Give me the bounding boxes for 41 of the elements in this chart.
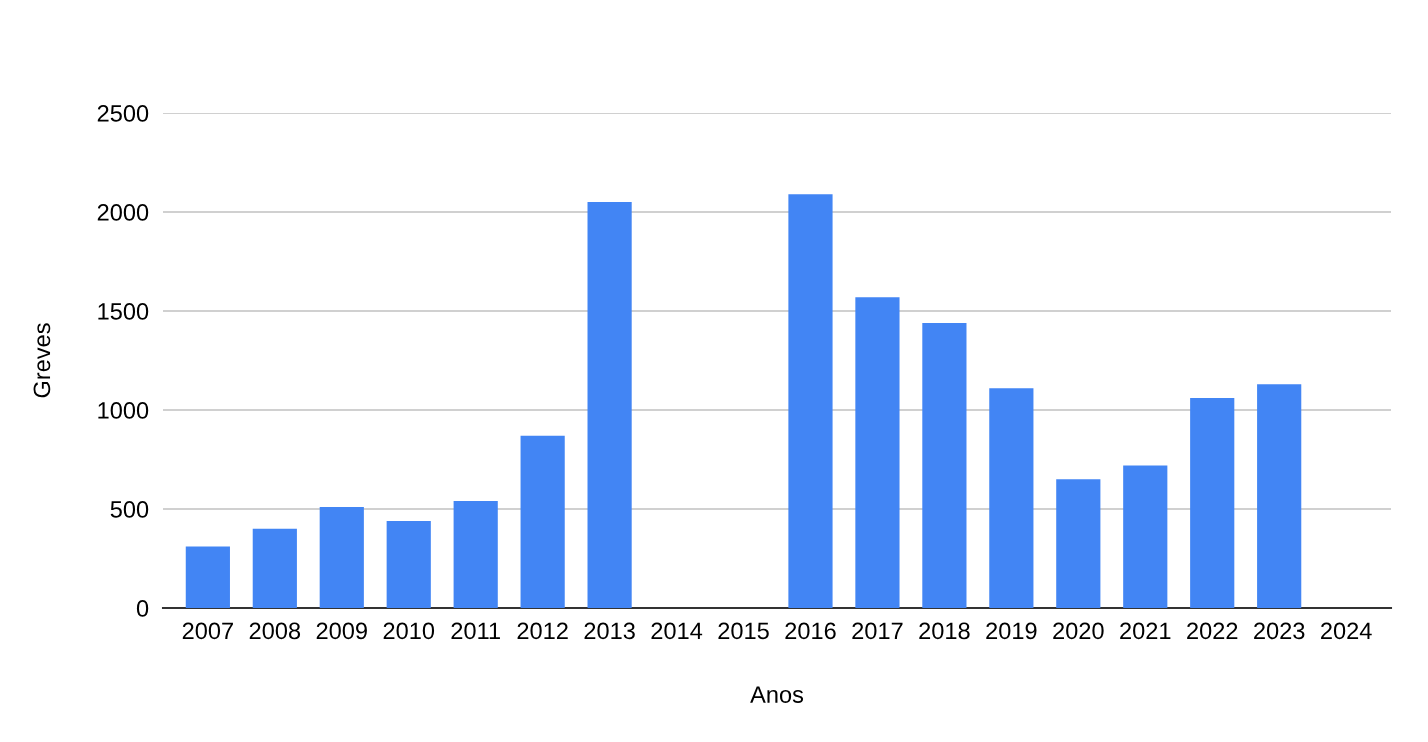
x-tick-label: 2008 bbox=[249, 622, 301, 640]
bar bbox=[989, 388, 1034, 608]
bar bbox=[252, 528, 297, 608]
bar bbox=[855, 297, 900, 608]
x-tick-label: 2010 bbox=[383, 622, 435, 640]
x-tick-label: 2013 bbox=[584, 622, 635, 640]
x-tick-label: 2015 bbox=[718, 622, 769, 640]
y-tick-label: 1500 bbox=[98, 303, 149, 320]
x-tick-label: 2011 bbox=[451, 622, 500, 640]
bar bbox=[1257, 384, 1302, 608]
x-tick-label: 2024 bbox=[1321, 622, 1372, 640]
bar bbox=[319, 507, 364, 608]
x-tick-label: 2017 bbox=[852, 622, 903, 640]
x-tick-label: 2014 bbox=[651, 622, 703, 640]
x-tick-label: 2012 bbox=[517, 622, 568, 640]
bar bbox=[386, 520, 431, 608]
x-tick-label: 2009 bbox=[316, 622, 367, 640]
y-tick-label: 500 bbox=[110, 501, 149, 518]
bar bbox=[1123, 465, 1168, 608]
x-tick-label: 2016 bbox=[785, 622, 836, 640]
y-tick-label: 1000 bbox=[98, 402, 149, 419]
x-tick-label: 2020 bbox=[1053, 622, 1104, 640]
bar bbox=[587, 202, 632, 608]
bar bbox=[1190, 398, 1235, 608]
bar bbox=[788, 194, 833, 608]
y-tick-label: 2500 bbox=[97, 105, 149, 122]
bar bbox=[922, 322, 967, 608]
x-tick-label: 2023 bbox=[1254, 622, 1305, 640]
bar bbox=[185, 546, 230, 608]
bar bbox=[520, 435, 565, 608]
x-tick-label: 2021 bbox=[1120, 622, 1171, 640]
bar bbox=[453, 501, 498, 608]
y-axis-title: Greves bbox=[33, 323, 51, 398]
x-tick-label: 2022 bbox=[1187, 622, 1238, 640]
x-tick-label: 2018 bbox=[919, 622, 970, 640]
x-tick-label: 2007 bbox=[182, 622, 233, 640]
x-axis-title: Anos bbox=[750, 686, 804, 703]
bar bbox=[1056, 479, 1101, 608]
y-tick-label: 2000 bbox=[97, 204, 149, 221]
x-tick-label: 2019 bbox=[986, 622, 1037, 640]
y-tick-label: 0 bbox=[136, 600, 149, 617]
